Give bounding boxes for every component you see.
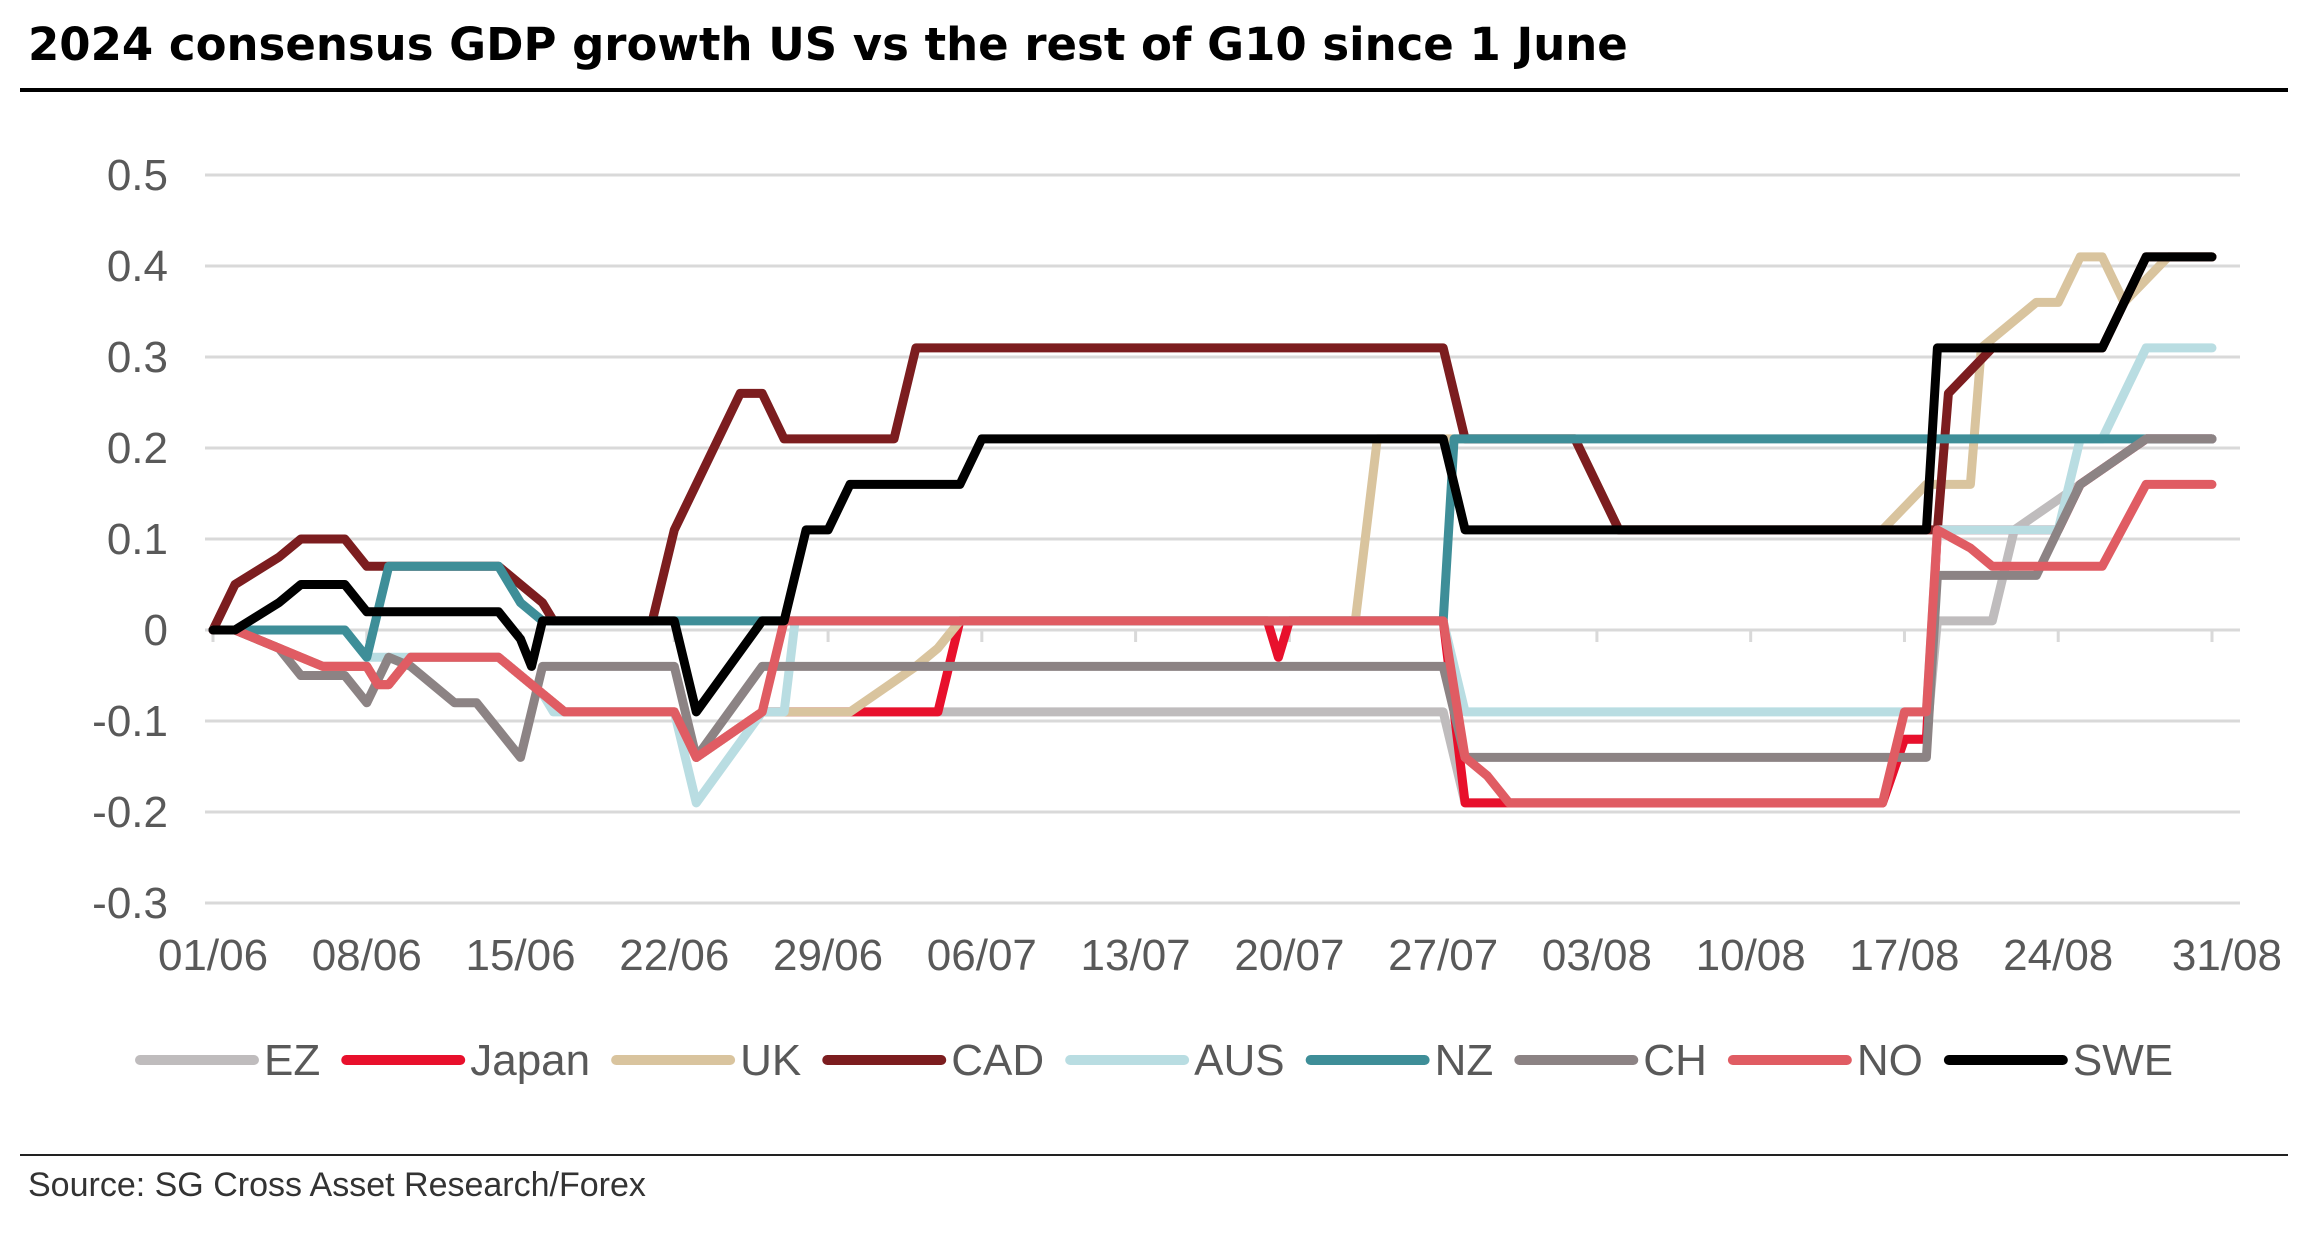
series-line-cad [208,252,2217,635]
y-tick-label: 0 [144,606,168,655]
y-axis-ticks: 0.5 0.4 0.3 0.2 0.1 0 -0.1 -0.2 -0.3 [92,151,168,928]
legend-label-nz: NZ [1435,1036,1494,1085]
y-tick-label: -0.3 [92,879,168,928]
y-tick-label: 0.5 [107,151,168,200]
y-tick-label: -0.2 [92,788,168,837]
legend-label-ez: EZ [264,1036,320,1085]
legend-label-aus: AUS [1194,1036,1284,1085]
x-tick-label: 01/06 [158,931,268,980]
x-axis-ticks: 01/06 08/06 15/06 22/06 29/06 06/07 13/07 20/07… [158,931,2282,980]
x-tick-label: 17/08 [1849,931,1959,980]
legend: EZ Japan UK CAD AUS NZ CH NO SWE [135,1036,2173,1085]
x-tick-label: 22/06 [619,931,729,980]
gridlines [205,173,2240,905]
x-tick-label: 29/06 [773,931,883,980]
y-tick-label: 0.4 [107,242,168,291]
x-tick-label: 08/06 [312,931,422,980]
x-tick-label: 13/07 [1081,931,1191,980]
y-tick-label: 0.1 [107,515,168,564]
legend-label-cad: CAD [951,1036,1044,1085]
legend-label-swe: SWE [2073,1036,2173,1085]
chart-title: 2024 consensus GDP growth US vs the rest… [28,18,1628,71]
source-note: Source: SG Cross Asset Research/Forex [28,1166,646,1204]
x-tick-label: 24/08 [2003,931,2113,980]
series-lines [208,252,2217,808]
y-tick-label: -0.1 [92,697,168,746]
legend-label-no: NO [1857,1036,1923,1085]
x-tick-label: 03/08 [1542,931,1652,980]
x-tick-label: 15/06 [465,931,575,980]
series-line-uk [208,252,2217,762]
x-tick-label: 31/08 [2172,931,2282,980]
legend-label-japan: Japan [470,1036,590,1085]
legend-label-ch: CH [1643,1036,1707,1085]
x-tick-label: 10/08 [1696,931,1806,980]
series-line-no [208,479,2217,808]
x-tick-label: 20/07 [1234,931,1344,980]
source-rule [20,1154,2288,1156]
y-tick-label: 0.2 [107,424,168,473]
x-tick-label: 27/07 [1388,931,1498,980]
title-rule [20,88,2288,92]
y-tick-label: 0.3 [107,333,168,382]
x-tick-label: 06/07 [927,931,1037,980]
series-line-swe [208,252,2217,717]
legend-label-uk: UK [740,1036,801,1085]
